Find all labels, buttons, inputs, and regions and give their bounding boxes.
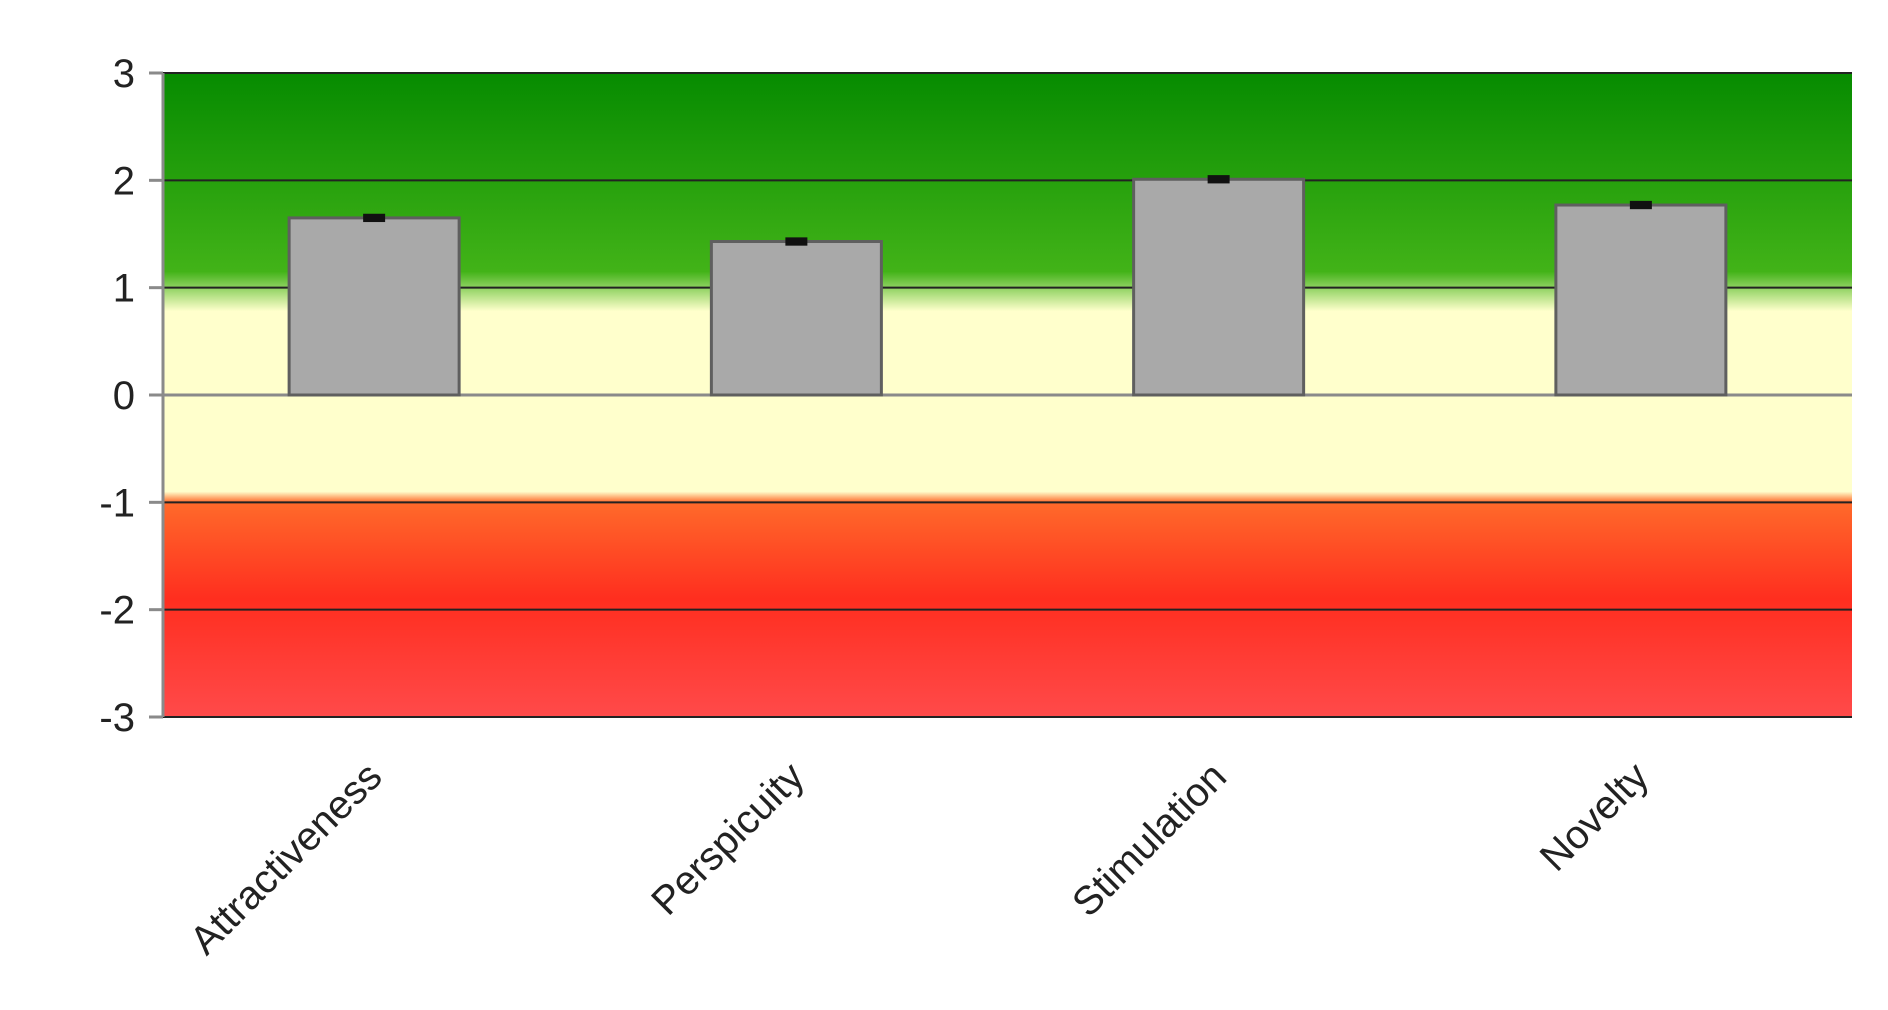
category-label-attractiveness: Attractiveness — [182, 754, 391, 963]
category-label-stimulation: Stimulation — [1064, 754, 1235, 925]
error-bar-novelty — [1629, 200, 1652, 210]
error-bar-perspicuity — [785, 237, 808, 246]
bar-stimulation — [1132, 177, 1306, 397]
category-label-novelty: Novelty — [1532, 754, 1657, 879]
error-bar-attractiveness — [363, 213, 386, 223]
y-tick-label: 0 — [113, 374, 135, 418]
bar-attractiveness — [287, 216, 461, 397]
category-labels: Attractiveness Perspicuity Stimulation Nove… — [182, 754, 1658, 963]
y-tick-labels: 3 2 1 0 -1 -2 -3 — [99, 52, 135, 740]
bar-novelty — [1554, 203, 1728, 397]
bar-perspicuity — [709, 240, 883, 397]
error-bar-stimulation — [1207, 175, 1230, 184]
y-tick-label: -1 — [99, 481, 135, 525]
y-tick-label: -3 — [99, 696, 135, 740]
y-tick-label: -2 — [99, 589, 135, 633]
bars — [287, 175, 1728, 397]
category-label-perspicuity: Perspicuity — [643, 754, 812, 923]
y-tick-label: 1 — [113, 267, 135, 311]
y-tick-label: 2 — [113, 159, 135, 203]
y-tick-label: 3 — [113, 52, 135, 96]
